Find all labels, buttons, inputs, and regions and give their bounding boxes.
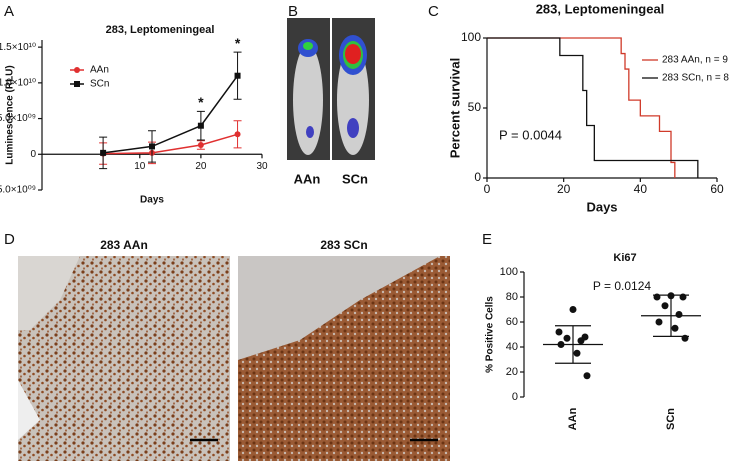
point [655,318,663,326]
image-label: 283 SCn [320,238,367,252]
y-axis-label: % Positive Cells [485,296,496,373]
image-label: SCn [342,171,368,186]
point [555,328,563,336]
marker [197,142,204,148]
signal [345,44,361,64]
point [569,306,577,313]
y-tick-label: 0 [512,391,518,403]
marker [149,143,155,150]
y-tick-label: 20 [506,366,518,378]
x-tick-label: 40 [634,182,648,196]
survival-curve [487,37,699,178]
signal [306,126,314,138]
legend-marker [74,81,80,87]
chart-title: 283, Leptomeningeal [536,1,665,16]
annotation: * [198,94,204,110]
y-tick-label: 0 [474,170,481,184]
point [661,302,669,310]
series-line [103,75,239,154]
image-label: 283 AAn [100,238,148,252]
legend-label: 283 AAn, n = 9 [662,55,728,66]
sd-bar [653,294,689,337]
x-tick-label: AAn [567,407,579,430]
x-tick-label: 0 [484,182,491,196]
signal [303,42,313,50]
histology-images: 283 AAn 283 SCn [18,238,450,461]
legend-label: AAn [90,65,109,76]
point [577,337,585,345]
y-tick-label: 100 [500,266,518,278]
point [573,349,581,357]
chart-title: Ki67 [613,252,636,264]
x-tick-label: 20 [195,161,207,172]
background [18,256,80,330]
y-axis-label: Luminescence (RLU) [5,65,16,164]
point [675,311,683,318]
x-tick-label: 60 [710,182,724,196]
x-tick-label: 10 [134,161,146,172]
chart-title: 283, Leptomeningeal [106,24,215,36]
y-tick-label: 1.0×10¹⁰ [0,77,36,88]
point [563,334,571,342]
bioluminescence-images: AAn SCn [287,18,375,186]
mouse-body [337,45,369,155]
chart: 283, Leptomeningeal Percent survival Days 0… [447,1,729,214]
y-tick-label: 0 [30,149,36,160]
x-axis-label: Days [140,195,164,206]
y-tick-label: 40 [506,341,518,353]
survival-curve [487,37,676,178]
sd-bar [555,325,591,364]
marker [234,72,241,79]
annotation: P = 0.0044 [499,127,562,142]
panel-label: D [4,231,15,248]
panel-label: B [288,3,298,20]
panel-letters: A B C D E [4,3,492,248]
image-label: AAn [294,171,321,186]
annotation: * [235,35,241,51]
panel-label: C [428,3,439,20]
y-tick-label: -5.0×10⁰⁹ [0,185,36,196]
marker [197,122,204,129]
y-tick-label: 1.5×10¹⁰ [0,42,36,53]
x-axis-label: Days [586,199,617,214]
x-tick-label: 20 [557,182,571,196]
background [18,380,40,440]
x-tick-label: SCn [665,408,677,430]
y-tick-label: 60 [506,316,518,328]
mouse-body [293,45,323,155]
marker [100,149,107,156]
series-line [103,133,238,155]
y-tick-label: 80 [506,291,518,303]
y-tick-label: 100 [461,30,481,44]
chart: Ki67 % Positive Cells 0 20 40 60 80 100 AAn SCn P … [485,252,701,430]
x-tick-label: 30 [256,161,268,172]
chart: 283, Leptomeningeal Luminescence (RLU) Day… [0,24,268,206]
y-tick-label: 5.0×10⁰⁹ [0,113,36,124]
background [238,256,440,360]
point [671,324,679,332]
legend-marker [74,67,80,73]
panel-label: E [482,231,492,248]
legend-label: SCn [90,79,109,90]
annotation: P = 0.0124 [593,279,651,293]
marker [234,131,241,138]
panel-label: A [4,3,14,20]
point [583,372,591,380]
y-axis-label: Percent survival [447,58,462,158]
y-tick-label: 50 [468,100,482,114]
signal [347,118,359,138]
legend-label: 283 SCn, n = 8 [662,73,729,84]
